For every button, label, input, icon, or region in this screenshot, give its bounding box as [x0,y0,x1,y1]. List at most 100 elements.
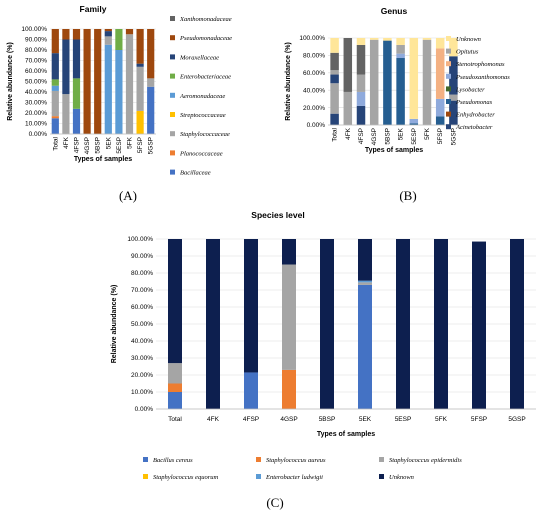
genus-bar-segment [343,91,353,125]
family-bar-segment [94,29,102,134]
species-bar-segment [396,239,410,409]
family-bar-segment [147,78,155,87]
genus-y-tick-label: 80.00% [303,53,325,60]
family-bar-segment [104,29,112,32]
family-y-tick-label: 10.00% [25,121,47,128]
genus-legend-swatch [446,48,451,54]
species-x-axis-title: Types of samples [317,431,375,438]
genus-bar-segment [435,38,445,49]
family-legend-swatch [170,112,175,117]
genus-legend-swatch [446,111,451,117]
family-bar-segment [51,29,59,54]
species-x-tick-label: 5EK [359,416,372,423]
genus-bar-segment [330,113,339,125]
family-bar-segment [115,50,123,134]
genus-bar-segment [396,38,405,45]
genus-y-tick-label: 0.00% [307,122,326,129]
genus-bar-segment [409,123,419,125]
family-x-tick-label: 5FSP [137,137,144,153]
family-bar-segment [51,118,59,134]
species-bar-segment [358,282,372,285]
family-legend-label: Bacillaceae [180,170,211,177]
family-bar-segment [51,90,59,117]
species-bar-segment [168,383,182,392]
species-chart: Species level 0.00% 10.00% 20.00% 30.00% 40.0… [111,210,536,481]
family-bar-segment [62,39,70,95]
species-y-tick-label: 80.00% [131,270,153,277]
genus-bar-segment [356,38,366,45]
genus-x-tick-label: 5GSP [450,128,457,145]
genus-x-tick-label: 5FSP [437,128,444,144]
family-legend-swatch [170,54,175,60]
species-bar-segment [358,280,372,283]
panel-label-b: (B) [399,188,416,203]
species-x-tick-label: 4FSP [243,416,259,423]
species-y-tick-label: 30.00% [131,355,153,362]
species-bar-segment [282,264,296,370]
family-bar-segment [83,29,91,134]
species-legend-swatch [143,474,148,479]
species-x-tick-label: 5ESP [395,416,412,423]
family-legend-swatch [170,150,175,156]
family-legend-swatch [170,16,175,21]
genus-bar-segment [330,52,339,71]
family-y-axis-title: Relative abundance (%) [7,42,14,121]
family-bar-segment [51,85,59,91]
genus-bar-segment [396,44,405,54]
genus-legend-swatch [446,73,451,79]
genus-bar-segment [409,38,419,119]
family-bar-segment [147,86,155,134]
family-x-tick-label: 5FK [127,136,134,149]
species-y-axis-title: Relative abundance (%) [111,285,118,364]
family-bar-segment [125,34,134,134]
genus-legend-swatch [446,99,451,104]
species-legend-swatch [143,457,148,462]
genus-bar-segment [435,98,445,117]
panel-label-a: (A) [119,188,137,203]
genus-legend-label: Pseudoxanthomonas [455,74,510,81]
family-legend-label: Moraxellaceae [179,54,219,61]
species-bar-segment [244,239,258,373]
species-y-tick-label: 10.00% [131,389,153,396]
genus-bar-segment [343,38,353,92]
genus-bar-segment [449,56,458,95]
genus-legend-label: Stenotrophomonas [456,61,505,68]
genus-bar-segment [449,38,458,57]
genus-bar-segment [396,53,405,59]
genus-bar-segment [449,100,458,125]
species-bar-segment [358,239,372,281]
genus-bar-segment [330,74,339,84]
family-bar-segment [104,44,112,134]
genus-x-tick-label: 5EK [398,127,405,140]
genus-bar-segment [449,94,458,101]
species-legend-label: Unknown [389,474,414,481]
family-x-tick-label: 5EK [105,136,112,149]
species-legend-label: Staphylococcus aureus [266,457,326,464]
genus-x-tick-label: 5FK [424,127,431,140]
genus-legend-swatch [446,61,451,67]
species-y-tick-label: 0.00% [135,406,154,413]
family-bar-segment [72,29,81,40]
species-legend-label: Staphylococcus equorum [153,474,218,481]
genus-x-tick-label: 5BSP [384,128,391,145]
genus-bar-segment [330,83,339,114]
family-y-tick-label: 100.00% [21,26,47,33]
genus-bar-segment [435,48,445,99]
genus-bar-segment [369,38,379,40]
genus-bar-segment [422,39,432,125]
genus-y-tick-label: 100.00% [299,35,325,42]
genus-x-tick-label: 5ESP [411,128,418,145]
genus-x-tick-label: 4GSP [371,128,378,145]
panel-label-c: (C) [266,495,283,510]
family-bar-segment [51,116,59,119]
family-bar-segment [136,66,144,111]
genus-x-tick-label: 4FK [345,127,352,140]
family-bar-segment [62,29,70,40]
species-y-tick-label: 100.00% [127,236,153,243]
species-y-tick-label: 50.00% [131,321,153,328]
species-bar-segment [472,241,486,409]
family-bar-segment [136,63,144,67]
genus-y-axis-title: Relative abundance (%) [285,42,292,121]
family-legend-swatch [170,73,175,79]
genus-y-tick-label: 20.00% [303,105,325,112]
